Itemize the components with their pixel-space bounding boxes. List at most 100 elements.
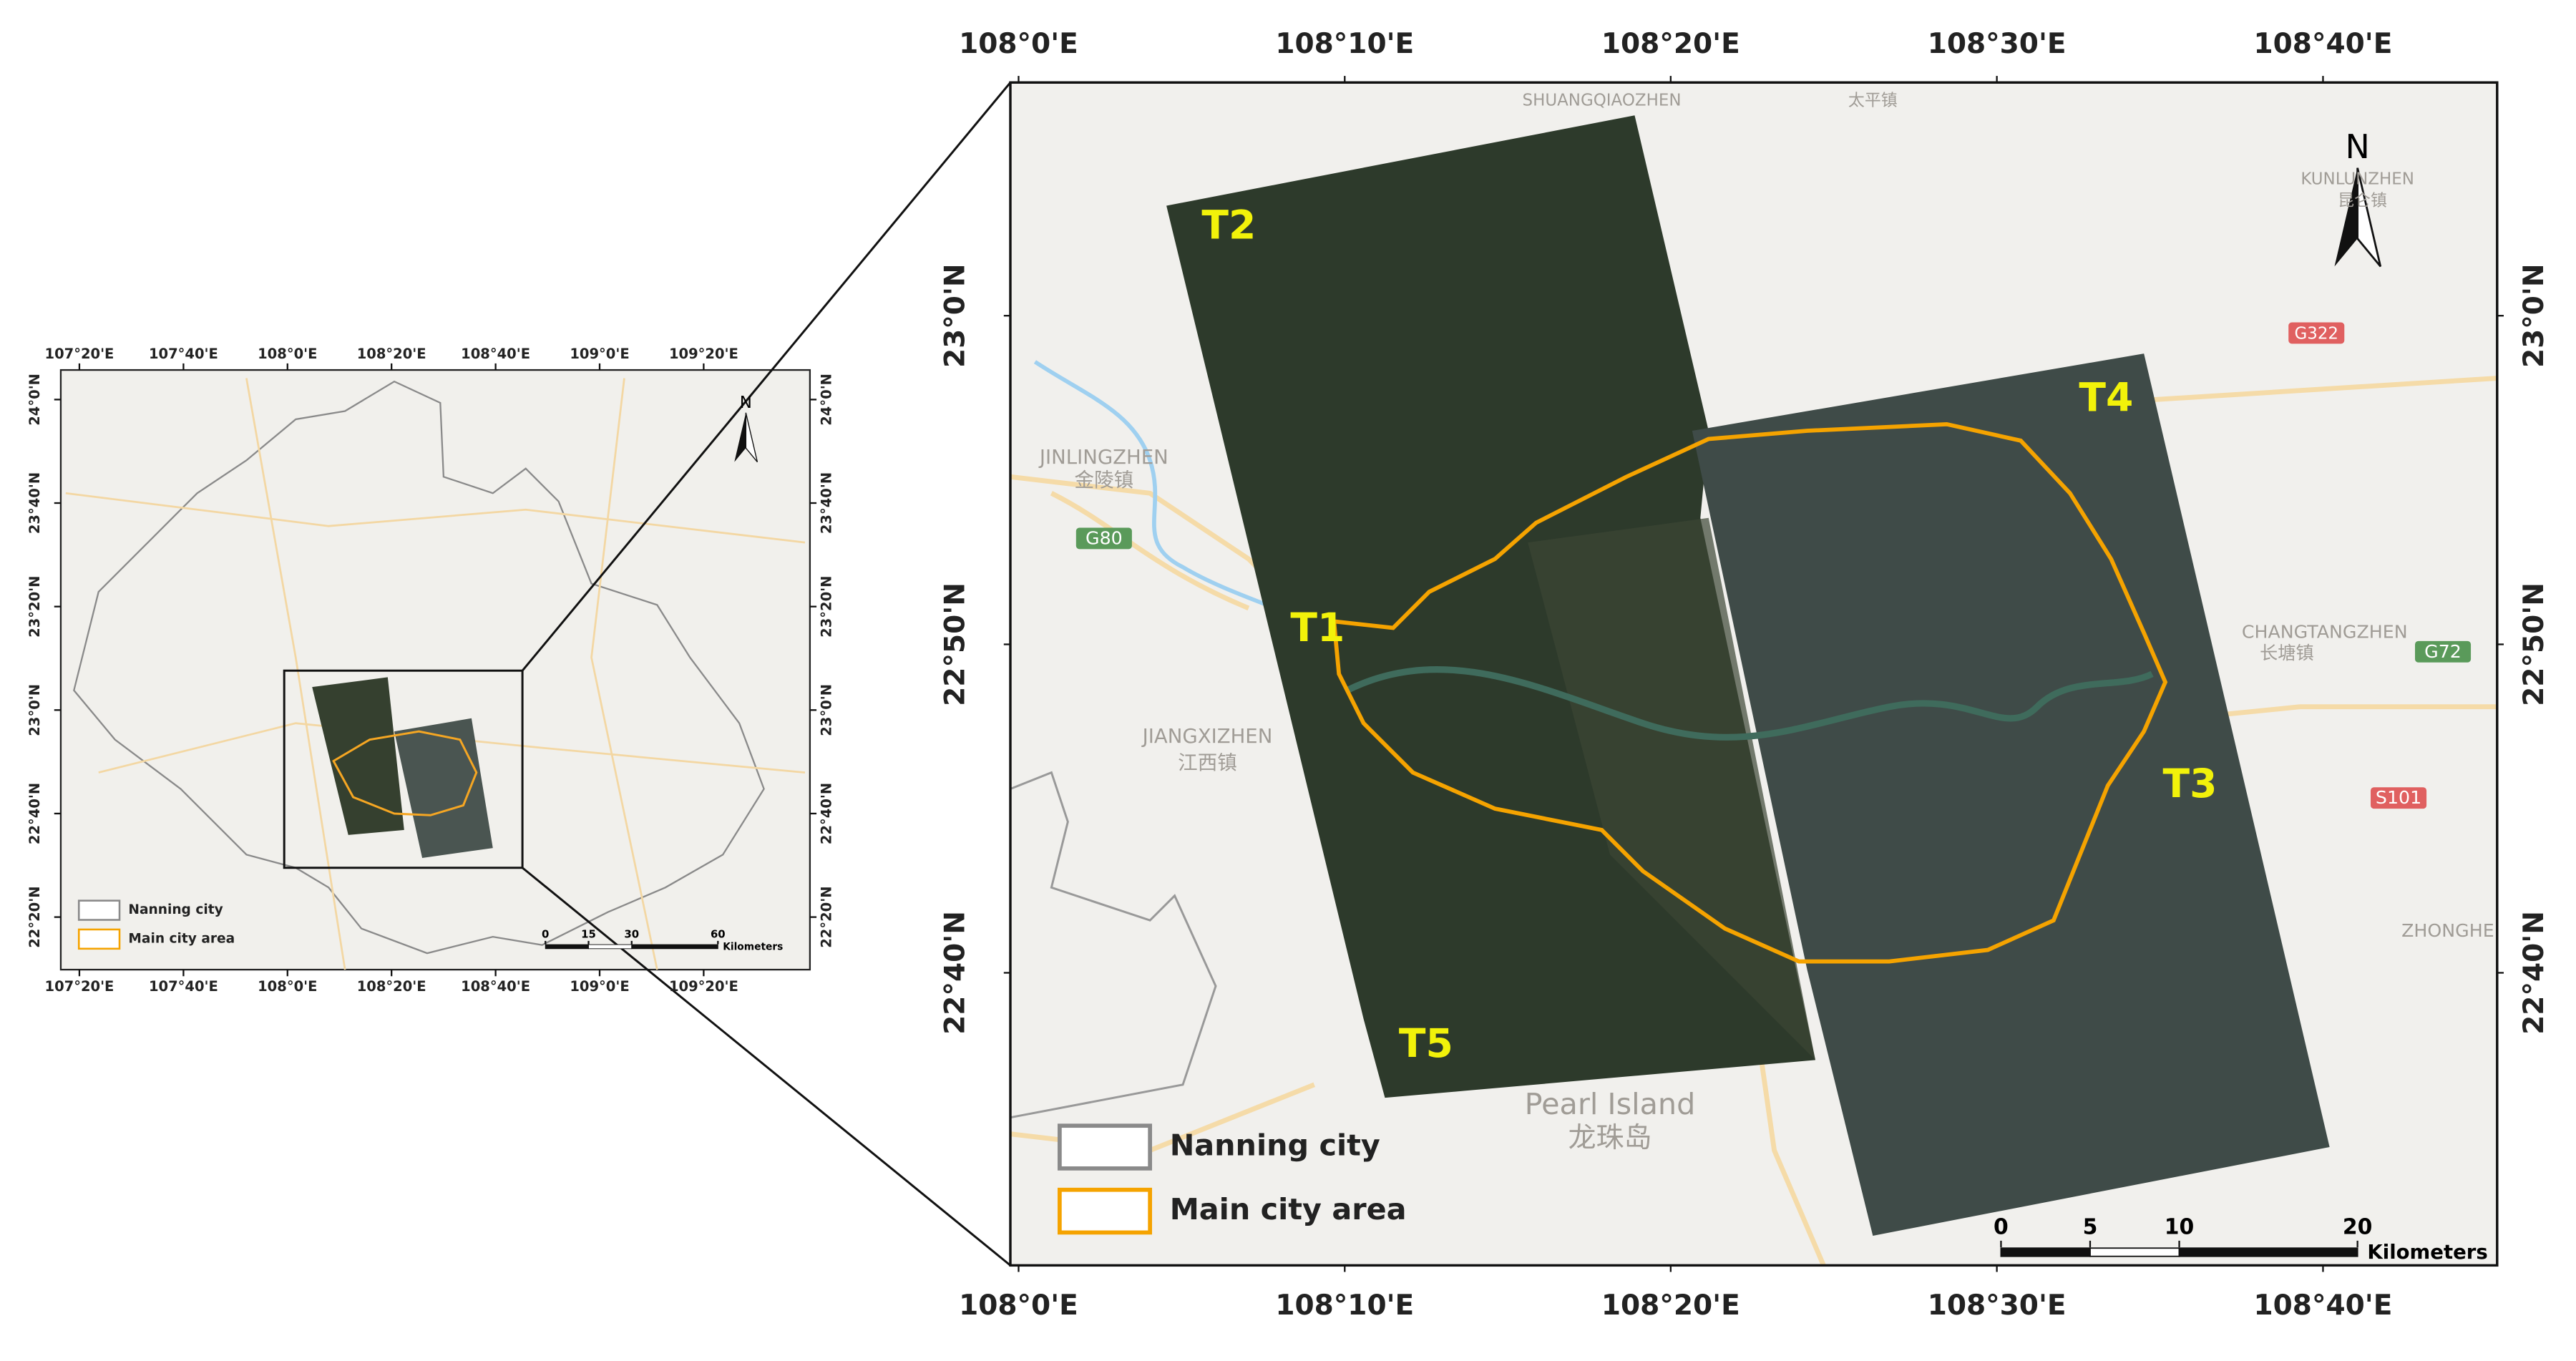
scale-segment bbox=[588, 944, 633, 950]
x-tick-label: 107°40'E bbox=[149, 978, 218, 995]
y-tick-label: 23°0'N bbox=[2518, 263, 2550, 368]
x-tick-label: 108°0'E bbox=[258, 346, 317, 362]
scale-label: 0 bbox=[542, 927, 549, 940]
imagery bbox=[394, 718, 493, 858]
x-tick-label: 108°30'E bbox=[1928, 28, 2067, 60]
scale-label: 15 bbox=[581, 927, 596, 940]
x-tick-label: 108°0'E bbox=[258, 978, 317, 995]
place-label: G72 bbox=[2424, 641, 2462, 662]
x-tick-label: 108°40'E bbox=[461, 346, 530, 362]
x-tick-label: 109°20'E bbox=[669, 978, 738, 995]
north-label: N bbox=[740, 394, 752, 412]
x-tick-label: 108°40'E bbox=[2254, 28, 2393, 60]
x-tick-label: 108°20'E bbox=[1601, 28, 1740, 60]
inset-box bbox=[283, 669, 524, 869]
scale-unit: Kilometers bbox=[723, 942, 783, 953]
place-label: G80 bbox=[1085, 527, 1123, 548]
x-tick-label: 109°0'E bbox=[570, 346, 629, 362]
y-tick-label: 22°40'N bbox=[940, 911, 972, 1035]
y-tick-label: 22°20'N bbox=[819, 886, 835, 947]
x-tick-label: 107°20'E bbox=[45, 346, 114, 362]
scale-segment bbox=[2000, 1247, 2091, 1257]
road-shield bbox=[2415, 640, 2472, 663]
scale-segment bbox=[631, 944, 718, 950]
place-label: 太平镇 bbox=[1848, 91, 1898, 109]
scale-label: 60 bbox=[711, 927, 726, 940]
y-tick-label: 23°40'N bbox=[26, 472, 43, 534]
legend-swatch bbox=[1057, 1123, 1153, 1171]
x-tick-label: 108°40'E bbox=[2254, 1289, 2393, 1322]
tile-label: T2 bbox=[1201, 202, 1256, 248]
north-label: N bbox=[2345, 127, 2369, 166]
x-tick-label: 108°0'E bbox=[959, 28, 1078, 60]
scale-segment bbox=[545, 944, 589, 950]
north-arrow bbox=[2356, 167, 2382, 268]
north-arrow bbox=[745, 412, 758, 463]
detail-frame bbox=[1009, 81, 2499, 1267]
place-label: Pearl Island bbox=[1525, 1087, 1696, 1121]
y-tick-label: 22°40'N bbox=[26, 783, 43, 844]
x-tick-label: 107°40'E bbox=[149, 346, 218, 362]
tile-label: T4 bbox=[2079, 374, 2133, 420]
place-label: 昆仑镇 bbox=[2338, 191, 2387, 210]
scale-label: 5 bbox=[2083, 1215, 2098, 1240]
x-tick-label: 109°0'E bbox=[570, 978, 629, 995]
y-tick-label: 24°0'N bbox=[26, 374, 43, 426]
legend-swatch bbox=[77, 899, 121, 921]
legend-swatch bbox=[1057, 1187, 1153, 1235]
place-label: JINLINGZHEN bbox=[1038, 446, 1169, 469]
y-tick-label: 23°0'N bbox=[819, 684, 835, 736]
y-tick-label: 24°0'N bbox=[819, 374, 835, 426]
road-shield bbox=[2288, 322, 2345, 344]
y-tick-label: 22°20'N bbox=[26, 886, 43, 947]
scale-segment bbox=[2178, 1247, 2358, 1257]
x-tick-label: 108°20'E bbox=[357, 978, 426, 995]
place-label: S101 bbox=[2376, 787, 2421, 808]
north-arrow bbox=[734, 412, 746, 462]
place-label: G322 bbox=[2294, 324, 2338, 343]
x-tick-label: 108°40'E bbox=[461, 978, 530, 995]
place-label: ZHONGHE bbox=[2401, 920, 2494, 941]
y-tick-label: 23°20'N bbox=[819, 576, 835, 638]
scale-segment bbox=[2089, 1247, 2180, 1257]
x-tick-label: 108°20'E bbox=[357, 346, 426, 362]
imagery bbox=[312, 677, 404, 835]
y-tick-label: 23°20'N bbox=[26, 576, 43, 638]
place-label: JIANGXIZHEN bbox=[1141, 725, 1273, 748]
y-tick-label: 23°0'N bbox=[26, 684, 43, 736]
legend-swatch bbox=[77, 928, 121, 950]
legend-label: Nanning city bbox=[128, 902, 223, 917]
road-shield bbox=[1075, 527, 1132, 550]
connector bbox=[521, 82, 1012, 672]
x-tick-label: 108°10'E bbox=[1275, 28, 1414, 60]
y-tick-label: 23°0'N bbox=[940, 263, 972, 368]
place-label: 龙珠岛 bbox=[1568, 1122, 1652, 1154]
legend-label: Main city area bbox=[1170, 1192, 1407, 1226]
place-label: 长塘镇 bbox=[2260, 643, 2314, 663]
y-tick-label: 23°40'N bbox=[819, 472, 835, 534]
y-tick-label: 22°40'N bbox=[2518, 911, 2550, 1035]
boundary bbox=[1010, 771, 1217, 1119]
place-label: KUNLUNZHEN bbox=[2301, 170, 2414, 189]
legend-label: Main city area bbox=[128, 932, 235, 947]
tile-label: T1 bbox=[1290, 605, 1345, 650]
imagery bbox=[1528, 517, 1815, 1060]
connector bbox=[522, 867, 1011, 1267]
x-tick-label: 108°10'E bbox=[1275, 1289, 1414, 1322]
x-tick-label: 108°30'E bbox=[1928, 1289, 2067, 1322]
scale-label: 20 bbox=[2343, 1215, 2373, 1240]
x-tick-label: 107°20'E bbox=[45, 978, 114, 995]
y-tick-label: 22°50'N bbox=[2518, 582, 2550, 706]
place-label: 江西镇 bbox=[1178, 751, 1237, 774]
x-tick-label: 108°20'E bbox=[1601, 1289, 1740, 1322]
x-tick-label: 108°0'E bbox=[959, 1289, 1078, 1322]
city-boundary bbox=[332, 730, 478, 816]
city-boundary bbox=[1332, 421, 2168, 964]
y-tick-label: 22°40'N bbox=[819, 783, 835, 844]
y-tick-label: 22°50'N bbox=[940, 582, 972, 706]
legend-label: Nanning city bbox=[1170, 1128, 1380, 1163]
place-label: CHANGTANGZHEN bbox=[2242, 621, 2408, 642]
road-shield bbox=[2371, 787, 2427, 809]
scale-unit: Kilometers bbox=[2367, 1241, 2487, 1264]
